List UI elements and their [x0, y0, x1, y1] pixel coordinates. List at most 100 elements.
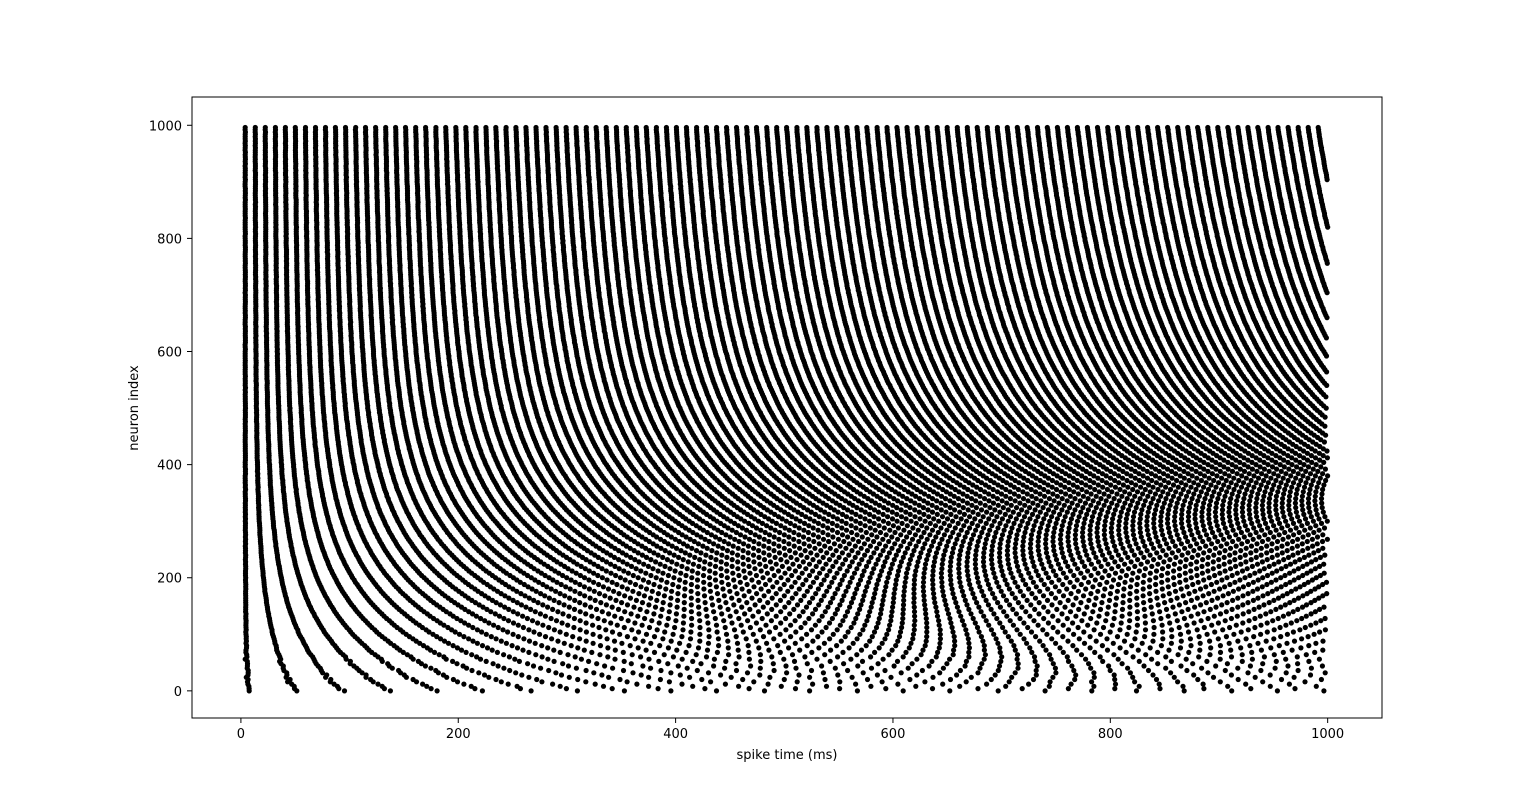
- spike-marker: [718, 572, 725, 579]
- spike-marker: [1118, 557, 1124, 563]
- spike-marker: [828, 647, 834, 653]
- spike-marker: [646, 602, 652, 608]
- spike-marker: [776, 536, 782, 542]
- spike-marker: [1321, 561, 1327, 567]
- spike-marker: [837, 543, 843, 549]
- spike-marker: [1078, 570, 1084, 576]
- spike-marker: [514, 683, 520, 689]
- spike-marker: [848, 624, 854, 631]
- spike-marker: [572, 597, 578, 604]
- spike-marker: [1151, 545, 1157, 551]
- spike-marker: [1127, 543, 1133, 549]
- spike-marker: [1313, 523, 1319, 529]
- spike-marker: [1123, 516, 1129, 522]
- spike-marker: [1208, 581, 1214, 588]
- spike-marker: [1014, 656, 1020, 662]
- spike-marker: [981, 525, 987, 531]
- spike-marker: [1041, 581, 1047, 588]
- spike-marker: [1242, 575, 1248, 581]
- spike-marker: [975, 670, 981, 676]
- spike-marker: [798, 597, 804, 604]
- spike-marker: [1305, 634, 1311, 640]
- spike-marker: [1146, 584, 1153, 590]
- spike-marker: [1226, 514, 1233, 520]
- spike-marker: [450, 643, 456, 649]
- spike-marker: [1051, 498, 1057, 504]
- spike-marker: [1050, 534, 1056, 540]
- spike-marker: [658, 577, 665, 583]
- spike-marker: [715, 636, 722, 642]
- spike-marker: [575, 676, 581, 683]
- spike-marker: [1287, 489, 1293, 495]
- spike-marker: [1198, 489, 1204, 495]
- spike-marker: [1175, 679, 1181, 685]
- spike-marker: [736, 683, 742, 689]
- spike-marker: [1281, 557, 1287, 563]
- spike-marker: [975, 523, 981, 529]
- spike-marker: [751, 679, 757, 685]
- spike-marker: [1194, 595, 1200, 601]
- spike-marker: [609, 629, 616, 635]
- spike-marker: [820, 536, 827, 542]
- spike-marker: [959, 618, 966, 624]
- spike-marker: [1091, 602, 1098, 608]
- spike-marker: [1092, 649, 1098, 656]
- spike-marker: [1127, 597, 1133, 604]
- spike-marker: [880, 518, 887, 524]
- spike-marker: [740, 554, 746, 561]
- spike-marker: [1097, 631, 1104, 637]
- spike-marker: [1070, 511, 1076, 517]
- spike-marker: [660, 600, 666, 606]
- spike-marker: [750, 552, 757, 558]
- spike-marker: [687, 636, 694, 642]
- spike-marker: [1049, 636, 1055, 642]
- spike-marker: [1188, 561, 1194, 567]
- spike-marker: [837, 679, 843, 685]
- spike-marker: [1299, 541, 1305, 547]
- spike-marker: [571, 615, 578, 622]
- spike-marker: [1315, 548, 1321, 554]
- spike-marker: [1069, 663, 1075, 669]
- spike-marker: [793, 591, 799, 597]
- spike-marker: [973, 570, 979, 576]
- spike-marker: [1227, 518, 1233, 524]
- spike-marker: [1088, 502, 1094, 508]
- spike-marker: [947, 676, 954, 683]
- spike-marker: [1236, 525, 1242, 531]
- spike-marker: [810, 525, 816, 531]
- spike-marker: [1240, 611, 1246, 617]
- spike-marker: [469, 611, 476, 617]
- spike-marker: [923, 611, 929, 617]
- spike-marker: [648, 595, 654, 601]
- spike-marker: [591, 670, 597, 676]
- spike-marker: [702, 600, 708, 606]
- spike-marker: [770, 661, 776, 667]
- spike-marker: [1178, 638, 1184, 644]
- spike-marker: [981, 613, 987, 619]
- spike-marker: [871, 595, 877, 601]
- spike-marker: [742, 611, 748, 617]
- spike-marker: [876, 523, 882, 529]
- spike-marker: [840, 618, 846, 624]
- spike-marker: [863, 643, 869, 649]
- spike-marker: [1107, 591, 1113, 597]
- spike-marker: [1213, 663, 1219, 669]
- spike-marker: [1284, 631, 1290, 637]
- spike-marker: [1148, 541, 1155, 547]
- spike-marker: [1059, 496, 1065, 502]
- spike-marker: [1322, 552, 1328, 558]
- spike-marker: [1027, 516, 1033, 522]
- spike-marker: [894, 518, 900, 524]
- spike-marker: [1253, 509, 1259, 515]
- spike-marker: [1044, 527, 1050, 533]
- spike-marker: [495, 663, 501, 669]
- spike-marker: [1259, 527, 1265, 533]
- spike-marker: [1074, 647, 1080, 653]
- spike-marker: [1140, 586, 1146, 592]
- spike-marker: [1094, 529, 1100, 536]
- spike-marker: [806, 600, 813, 606]
- spike-marker: [947, 505, 953, 511]
- spike-marker: [922, 518, 928, 524]
- spike-marker: [1145, 667, 1152, 674]
- spike-marker: [760, 575, 766, 581]
